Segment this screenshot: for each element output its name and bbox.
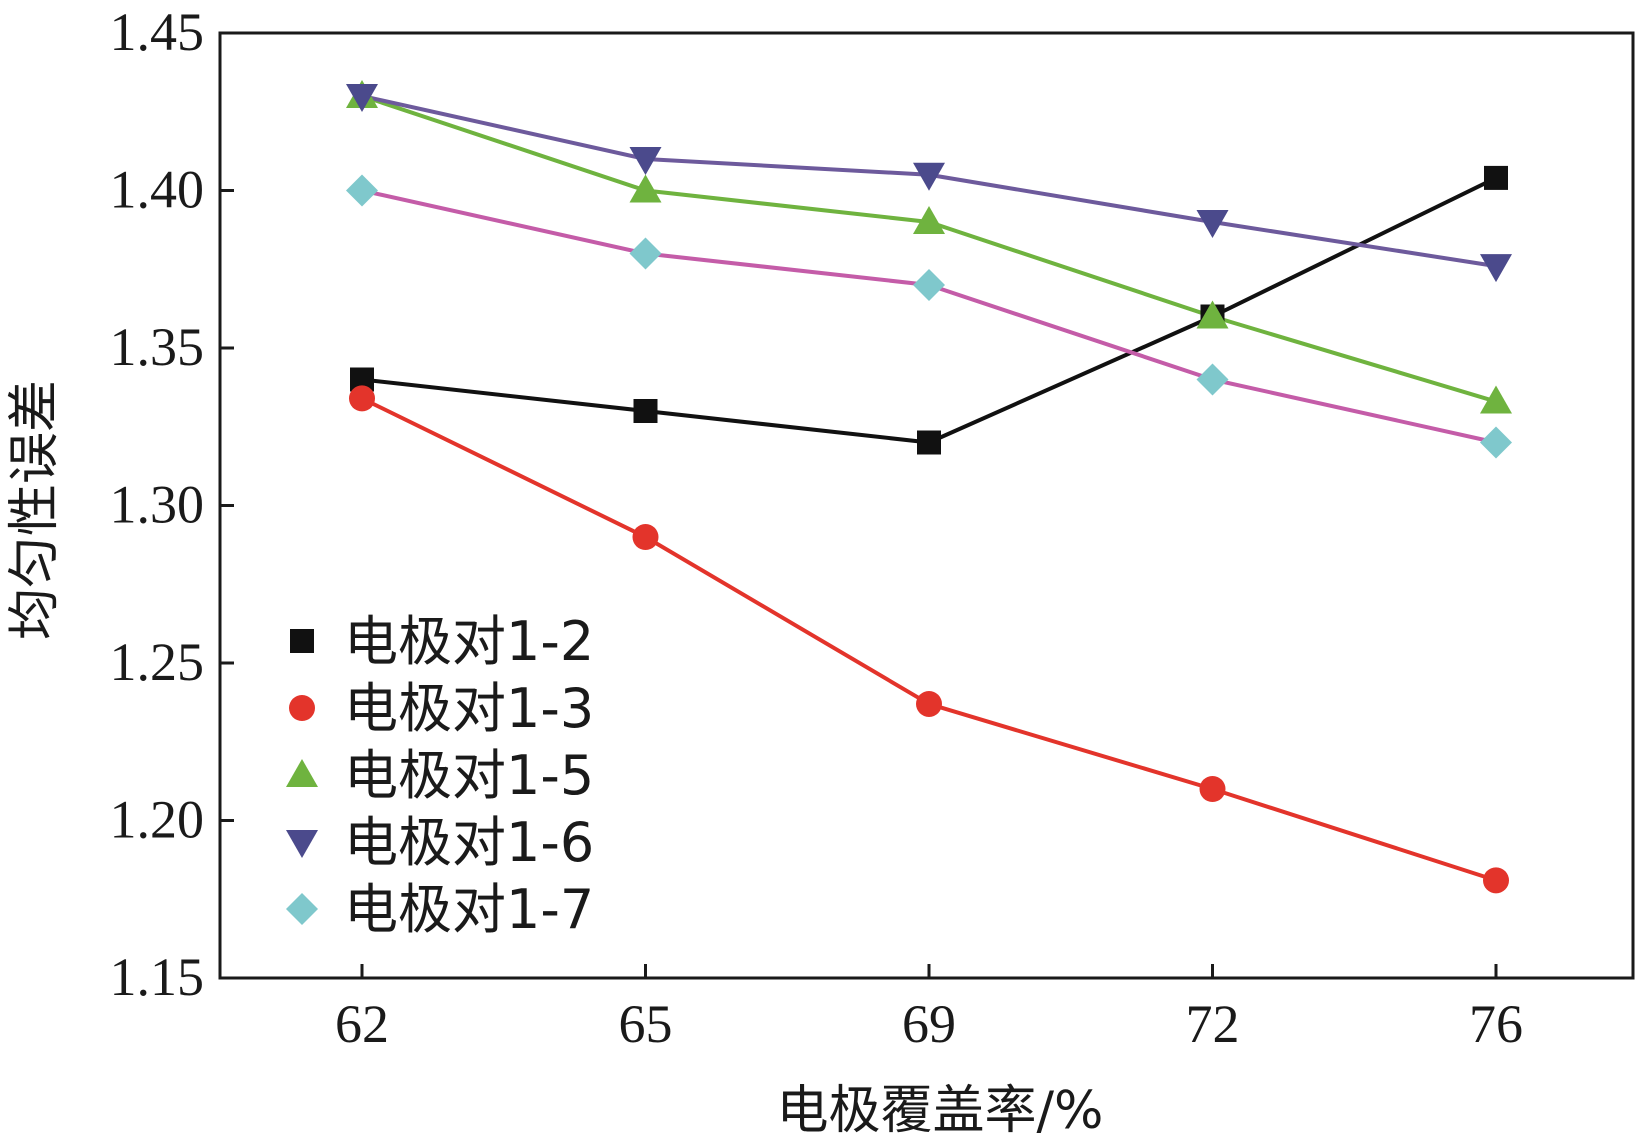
legend-label: 电极对1-5 [344,744,594,807]
legend-label: 电极对1-3 [344,677,594,740]
data-point-1-3-72 [1199,776,1226,802]
data-point-1-3-76 [1483,867,1509,894]
data-point-1-7-76 [1480,426,1512,459]
y-tick-label: 1.20 [110,790,205,850]
data-point-1-5-72 [1196,300,1229,329]
legend-marker-1-5 [286,759,318,787]
legend-marker-1-2 [290,629,314,653]
x-tick-label: 76 [1469,994,1523,1054]
data-point-1-2-76 [1484,165,1508,190]
y-tick-label: 1.25 [110,632,205,692]
y-tick-label: 1.15 [110,947,205,1007]
series-line-1-5 [361,94,1497,404]
y-tick-label: 1.40 [110,160,205,220]
data-point-1-3-62 [349,385,375,412]
data-point-1-5-76 [1480,385,1512,414]
data-point-1-6-72 [1196,210,1229,238]
y-tick-label: 1.45 [110,2,205,62]
data-point-1-7-65 [629,237,662,270]
data-point-1-5-65 [629,174,662,203]
x-axis: 62 65 69 72 76 [335,964,1523,1054]
data-point-1-2-69 [917,430,941,455]
data-point-1-6-65 [629,147,662,175]
legend-marker-1-3 [289,695,315,721]
data-point-1-2-65 [633,399,658,423]
y-axis-title: 均匀性误差 [5,380,65,640]
x-axis-title: 电极覆盖率/% [777,1081,1104,1141]
legend-marker-1-7 [286,893,318,925]
data-point-1-7-62 [346,174,378,207]
data-point-1-6-62 [346,84,378,112]
y-axis: 1.15 1.20 1.25 1.30 1.35 1.40 1.45 [110,2,234,1007]
data-point-1-7-69 [913,269,945,301]
data-point-1-7-72 [1196,363,1229,396]
legend-marker-1-6 [286,830,318,858]
x-tick-label: 69 [902,994,956,1054]
legend-label: 电极对1-7 [344,878,594,941]
x-tick-label: 72 [1186,994,1240,1054]
y-tick-label: 1.30 [110,475,205,535]
data-point-1-3-65 [632,524,659,550]
series-markers [346,80,1512,894]
legend-label: 电极对1-2 [344,610,594,673]
y-tick-label: 1.35 [110,317,205,377]
data-point-1-5-69 [913,206,945,234]
data-point-1-6-69 [913,162,945,191]
data-point-1-3-69 [916,690,942,717]
x-tick-label: 65 [619,994,673,1054]
legend-label: 电极对1-6 [344,811,594,874]
data-point-1-6-76 [1480,254,1512,283]
x-tick-label: 62 [335,994,389,1054]
